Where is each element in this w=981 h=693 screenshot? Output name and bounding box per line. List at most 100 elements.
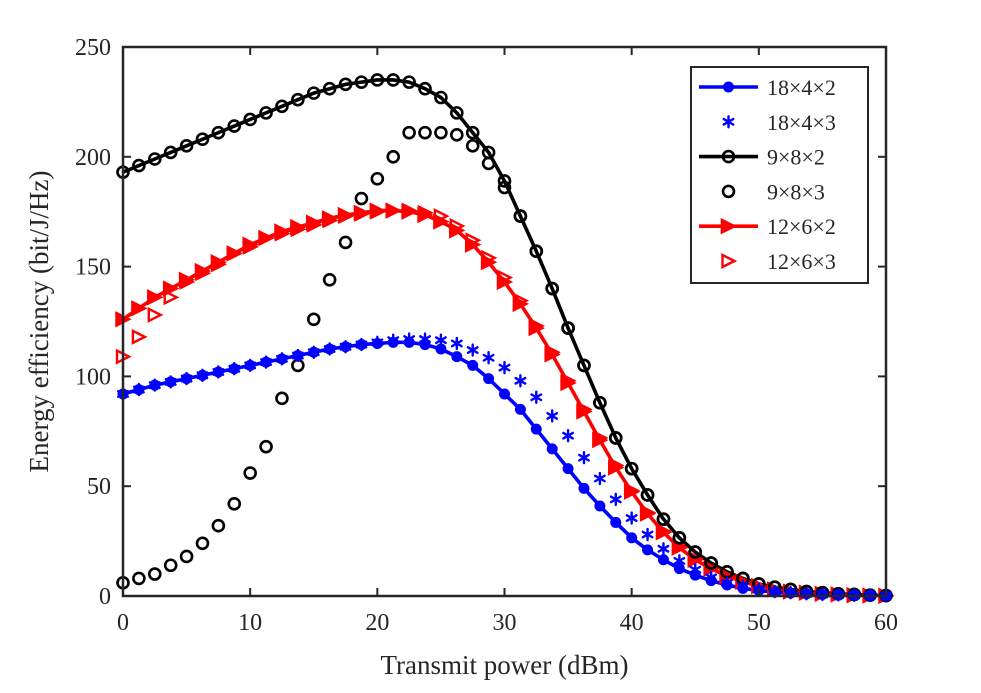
legend-label: 18×4×2 bbox=[767, 75, 836, 100]
data-point bbox=[801, 588, 813, 600]
data-point bbox=[464, 236, 482, 253]
data-point bbox=[306, 312, 321, 327]
data-point bbox=[688, 545, 703, 559]
data-point bbox=[465, 139, 480, 153]
data-point bbox=[593, 395, 607, 410]
data-point bbox=[466, 343, 479, 357]
data-point bbox=[369, 202, 387, 219]
data-point bbox=[387, 336, 399, 348]
data-point bbox=[306, 86, 321, 100]
y-tick-label: 0 bbox=[99, 584, 111, 610]
data-point bbox=[435, 343, 447, 355]
data-point bbox=[308, 346, 320, 358]
data-point bbox=[227, 496, 242, 511]
x-tick-label: 50 bbox=[747, 610, 771, 636]
legend-marker bbox=[721, 253, 738, 269]
data-point bbox=[194, 262, 212, 280]
y-tick-label: 200 bbox=[75, 145, 111, 171]
data-point bbox=[354, 75, 369, 89]
data-point bbox=[163, 145, 178, 160]
data-point bbox=[512, 295, 530, 313]
data-point bbox=[641, 527, 654, 542]
data-point bbox=[290, 218, 307, 236]
data-point bbox=[276, 353, 288, 365]
data-point bbox=[196, 369, 208, 381]
data-point bbox=[625, 511, 638, 525]
data-point bbox=[133, 384, 145, 396]
data-point bbox=[657, 542, 670, 556]
data-point bbox=[179, 139, 194, 153]
data-point bbox=[497, 180, 512, 195]
data-point bbox=[465, 125, 480, 140]
legend-label: 12×6×3 bbox=[767, 249, 836, 274]
data-point bbox=[656, 512, 671, 526]
data-point bbox=[672, 531, 687, 545]
data-point bbox=[451, 351, 463, 363]
y-tick-label: 250 bbox=[75, 35, 111, 61]
data-point bbox=[577, 358, 591, 373]
data-point bbox=[546, 443, 558, 455]
data-point bbox=[576, 403, 593, 420]
data-point bbox=[639, 505, 657, 522]
data-point bbox=[417, 206, 434, 224]
data-point bbox=[355, 339, 367, 351]
data-point bbox=[371, 337, 383, 349]
data-point bbox=[228, 363, 240, 375]
data-point bbox=[259, 439, 273, 454]
data-point bbox=[530, 390, 543, 404]
data-point bbox=[195, 536, 210, 551]
data-point bbox=[640, 488, 655, 502]
x-tick-label: 20 bbox=[365, 610, 389, 636]
data-point bbox=[131, 328, 148, 345]
data-point bbox=[657, 554, 669, 566]
legend-item: 12×6×3 bbox=[721, 249, 836, 274]
data-point bbox=[608, 431, 623, 445]
data-point bbox=[450, 336, 463, 351]
data-point bbox=[242, 236, 259, 253]
data-point bbox=[244, 359, 256, 371]
data-point bbox=[562, 428, 575, 443]
data-point bbox=[147, 289, 164, 306]
data-point bbox=[321, 210, 339, 227]
data-point bbox=[530, 423, 542, 435]
x-tick-label: 60 bbox=[874, 610, 898, 636]
data-point bbox=[655, 524, 673, 541]
data-point bbox=[195, 132, 210, 147]
data-point bbox=[705, 575, 717, 587]
data-point bbox=[450, 128, 464, 142]
data-point bbox=[528, 319, 545, 337]
data-point bbox=[385, 202, 402, 219]
x-tick-label: 40 bbox=[620, 610, 644, 636]
data-point bbox=[513, 209, 528, 223]
data-point bbox=[529, 244, 544, 259]
legend: 18×4×2 18×4×3 9×8×2 9×8×3 12×6×2 12×6×3 bbox=[690, 66, 869, 284]
data-point bbox=[243, 112, 257, 127]
data-point bbox=[545, 281, 559, 296]
y-tick-label: 150 bbox=[75, 255, 111, 281]
data-point bbox=[496, 273, 514, 291]
legend-item: 18×4×3 bbox=[722, 110, 836, 135]
data-point bbox=[402, 75, 416, 89]
data-point bbox=[418, 81, 432, 96]
data-point bbox=[322, 272, 337, 287]
data-point bbox=[592, 431, 609, 449]
data-point bbox=[147, 306, 164, 323]
legend-marker bbox=[720, 217, 738, 235]
data-point bbox=[610, 516, 622, 528]
data-point bbox=[704, 556, 718, 570]
data-point bbox=[497, 174, 512, 188]
data-point bbox=[544, 346, 561, 363]
legend-label: 18×4×3 bbox=[767, 110, 836, 135]
y-axis-label: Energy efficiency (bit/J/Hz) bbox=[24, 171, 54, 473]
legend-label: 12×6×2 bbox=[767, 214, 836, 239]
data-point bbox=[181, 373, 193, 385]
data-point bbox=[212, 366, 224, 378]
x-axis-label: Transmit power (dBm) bbox=[381, 650, 629, 680]
data-point bbox=[132, 158, 146, 173]
data-point bbox=[593, 471, 606, 486]
data-point bbox=[132, 571, 146, 586]
legend-label: 9×8×3 bbox=[767, 179, 825, 204]
legend-marker bbox=[722, 115, 735, 129]
